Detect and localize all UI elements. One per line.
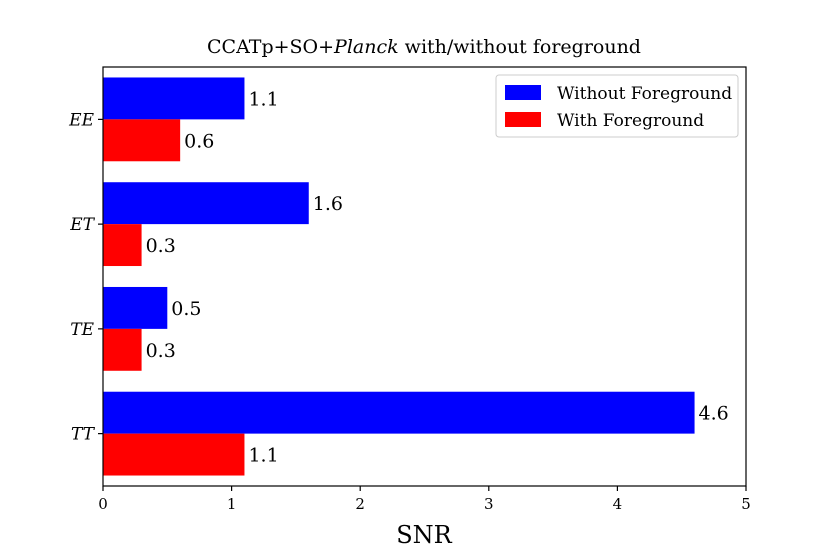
x-tick-label-5: 5 [741,495,751,513]
legend-label-with-foreground: With Foreground [557,111,704,131]
bar-te-with-foreground [103,328,142,371]
bar-te-without-foreground [103,286,168,329]
bar-tt-with-foreground [103,433,245,476]
x-tick-label-0: 0 [98,495,108,513]
x-tick-label-4: 4 [613,495,623,513]
x-tick-label-3: 3 [484,495,494,513]
value-labels-layer: 4.6 1.1 0.5 0.3 1.6 0.3 1.1 0.6 [146,88,729,466]
x-tick-label-2: 2 [355,495,365,513]
y-tick-label-tt: TT [71,425,96,445]
x-axis: 0 1 2 3 4 5 [98,486,751,513]
value-label-ee-with-foreground: 0.6 [184,130,214,152]
bar-ee-without-foreground [103,77,245,120]
value-label-ee-without-foreground: 1.1 [248,88,278,110]
y-axis: TT TE ET EE [68,110,103,445]
x-axis-label: SNR [396,521,452,549]
chart-title-suffix: with/without foreground [399,36,641,58]
chart-title-prefix: CCATp+SO+ [207,36,334,58]
value-label-et-without-foreground: 1.6 [313,193,343,215]
chart-title-italic: Planck [333,36,399,58]
y-tick-label-ee: EE [68,110,94,130]
bar-ee-with-foreground [103,119,181,162]
legend-label-without-foreground: Without Foreground [557,84,732,104]
value-label-te-without-foreground: 0.5 [171,298,201,320]
legend-frame [495,74,739,138]
value-label-te-with-foreground: 0.3 [146,340,176,362]
bar-et-with-foreground [103,224,142,267]
legend-swatch-with-foreground [505,112,541,127]
bars-layer [103,77,695,476]
bar-tt-without-foreground [103,391,695,434]
legend: Without Foreground With Foreground [495,74,739,138]
plot-frame [102,66,747,487]
bar-et-without-foreground [103,182,309,225]
value-label-et-with-foreground: 0.3 [146,235,176,257]
value-label-tt-with-foreground: 1.1 [248,445,278,467]
legend-swatch-without-foreground [505,85,541,100]
y-tick-label-te: TE [70,320,94,340]
chart-title: CCATp+SO+Planck with/without foreground [207,36,641,58]
value-label-tt-without-foreground: 4.6 [699,403,729,425]
x-tick-label-1: 1 [227,495,237,513]
y-tick-label-et: ET [69,215,95,235]
